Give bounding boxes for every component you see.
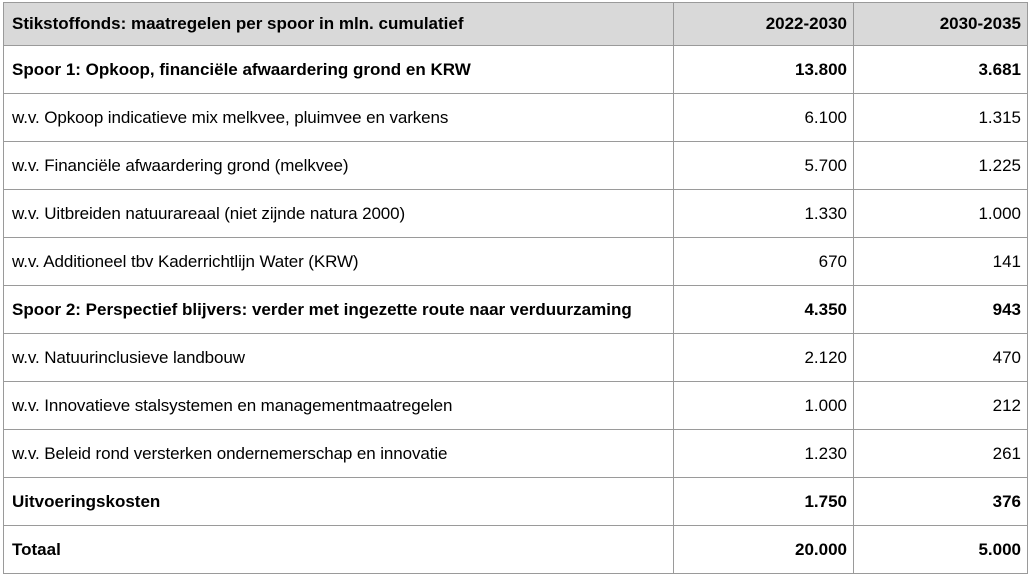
stikstoffonds-table: Stikstoffonds: maatregelen per spoor in … xyxy=(3,2,1028,574)
table-row: Uitvoeringskosten 1.750 376 xyxy=(3,477,1028,526)
row-value-2022-2030: 2.120 xyxy=(673,333,854,382)
row-value-2030-2035: 1.315 xyxy=(853,93,1028,142)
row-value-2022-2030: 13.800 xyxy=(673,45,854,94)
table-header-row: Stikstoffonds: maatregelen per spoor in … xyxy=(3,2,1028,46)
row-label: w.v. Financiële afwaardering grond (melk… xyxy=(3,141,674,190)
row-label: w.v. Additioneel tbv Kaderrichtlijn Wate… xyxy=(3,237,674,286)
row-value-2030-2035: 212 xyxy=(853,381,1028,430)
table-row: w.v. Beleid rond versterken ondernemersc… xyxy=(3,429,1028,478)
row-label: Spoor 1: Opkoop, financiële afwaardering… xyxy=(3,45,674,94)
row-value-2022-2030: 1.230 xyxy=(673,429,854,478)
row-value-2022-2030: 6.100 xyxy=(673,93,854,142)
table-row: w.v. Opkoop indicatieve mix melkvee, plu… xyxy=(3,93,1028,142)
table-row: Spoor 2: Perspectief blijvers: verder me… xyxy=(3,285,1028,334)
row-value-2022-2030: 20.000 xyxy=(673,525,854,574)
table-row: Spoor 1: Opkoop, financiële afwaardering… xyxy=(3,45,1028,94)
row-label: w.v. Beleid rond versterken ondernemersc… xyxy=(3,429,674,478)
row-label: Spoor 2: Perspectief blijvers: verder me… xyxy=(3,285,674,334)
header-period-2022-2030: 2022-2030 xyxy=(673,2,854,46)
row-value-2030-2035: 376 xyxy=(853,477,1028,526)
table-row: w.v. Innovatieve stalsystemen en managem… xyxy=(3,381,1028,430)
table-row-total: Totaal 20.000 5.000 xyxy=(3,525,1028,574)
table-row: w.v. Natuurinclusieve landbouw 2.120 470 xyxy=(3,333,1028,382)
row-value-2022-2030: 4.350 xyxy=(673,285,854,334)
row-value-2030-2035: 470 xyxy=(853,333,1028,382)
row-value-2022-2030: 1.000 xyxy=(673,381,854,430)
row-value-2022-2030: 670 xyxy=(673,237,854,286)
row-value-2030-2035: 1.000 xyxy=(853,189,1028,238)
header-period-2030-2035: 2030-2035 xyxy=(853,2,1028,46)
row-label: Uitvoeringskosten xyxy=(3,477,674,526)
row-value-2030-2035: 261 xyxy=(853,429,1028,478)
row-value-2022-2030: 1.330 xyxy=(673,189,854,238)
row-value-2030-2035: 3.681 xyxy=(853,45,1028,94)
row-label: w.v. Opkoop indicatieve mix melkvee, plu… xyxy=(3,93,674,142)
header-description: Stikstoffonds: maatregelen per spoor in … xyxy=(3,2,674,46)
row-value-2022-2030: 5.700 xyxy=(673,141,854,190)
row-label: w.v. Innovatieve stalsystemen en managem… xyxy=(3,381,674,430)
row-label: w.v. Uitbreiden natuurareaal (niet zijnd… xyxy=(3,189,674,238)
table-row: w.v. Uitbreiden natuurareaal (niet zijnd… xyxy=(3,189,1028,238)
row-value-2030-2035: 5.000 xyxy=(853,525,1028,574)
row-value-2030-2035: 141 xyxy=(853,237,1028,286)
row-value-2030-2035: 943 xyxy=(853,285,1028,334)
row-label: Totaal xyxy=(3,525,674,574)
table-row: w.v. Additioneel tbv Kaderrichtlijn Wate… xyxy=(3,237,1028,286)
row-value-2030-2035: 1.225 xyxy=(853,141,1028,190)
row-label: w.v. Natuurinclusieve landbouw xyxy=(3,333,674,382)
table-row: w.v. Financiële afwaardering grond (melk… xyxy=(3,141,1028,190)
row-value-2022-2030: 1.750 xyxy=(673,477,854,526)
